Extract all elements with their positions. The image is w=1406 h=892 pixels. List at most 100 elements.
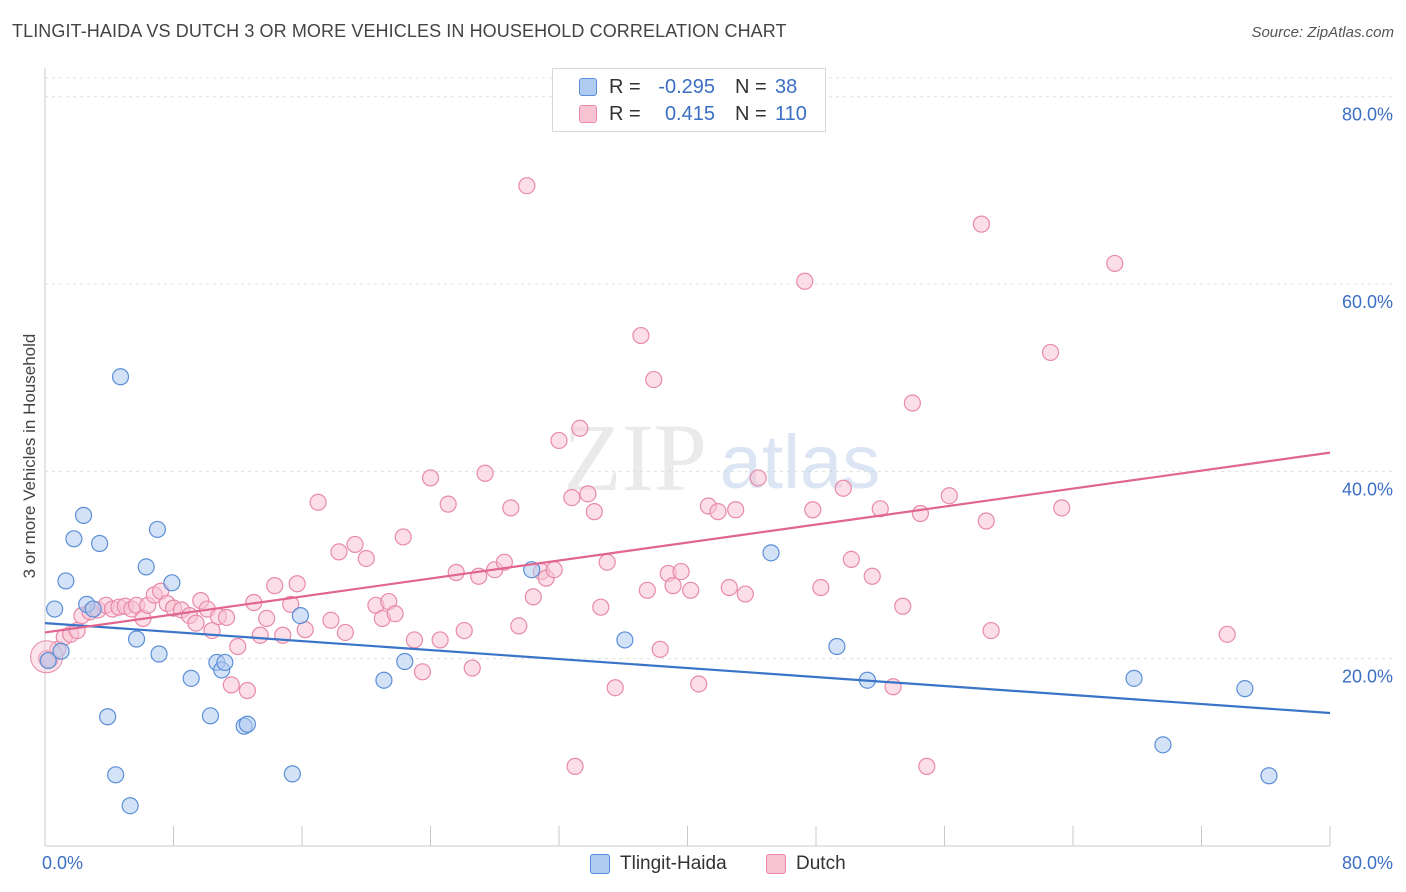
x-tick-label: 80.0% xyxy=(1342,853,1393,873)
dutch-point xyxy=(222,676,240,694)
y-tick-label: 40.0% xyxy=(1342,479,1393,499)
tlingit-haida-point xyxy=(828,637,846,656)
tlingit-haida-point xyxy=(121,797,139,815)
y-tick-label: 60.0% xyxy=(1342,292,1393,312)
dutch-point xyxy=(903,394,921,412)
dutch-point xyxy=(1053,499,1071,517)
stats-legend: R = -0.295 N = 38 R = 0.415 N = 110 xyxy=(552,68,826,132)
dutch-point xyxy=(871,500,889,518)
dutch-point xyxy=(918,757,936,775)
dutch-point xyxy=(690,675,708,693)
dutch-point xyxy=(736,585,754,603)
tlingit-haida-point xyxy=(111,368,130,386)
dutch-point xyxy=(638,581,656,599)
trend-line-tlingit-haida xyxy=(44,621,1331,715)
dutch-point xyxy=(749,469,767,487)
dutch-point xyxy=(330,543,348,561)
dutch-point xyxy=(238,681,256,700)
dutch-point xyxy=(682,581,700,599)
dutch-point xyxy=(1218,625,1236,643)
tlingit-haida-point xyxy=(150,645,168,663)
chart-title: TLINGIT-HAIDA VS DUTCH 3 OR MORE VEHICLE… xyxy=(12,21,787,41)
dutch-point xyxy=(632,326,650,345)
dutch-point xyxy=(518,177,536,195)
dutch-point xyxy=(804,501,822,519)
dutch-point xyxy=(894,597,912,615)
tlingit-haida-point xyxy=(57,572,75,590)
dutch-point xyxy=(405,631,424,649)
dutch-point xyxy=(524,588,542,606)
legend-item-dutch[interactable]: Dutch xyxy=(766,853,846,875)
dutch-point xyxy=(251,626,269,644)
dutch-point xyxy=(598,553,616,571)
tlingit-haida-point xyxy=(1260,767,1278,785)
tick-labels: 20.0% 40.0% 60.0% 80.0% 0.0% 80.0% xyxy=(42,105,1393,873)
tlingit-haida-point xyxy=(91,534,109,553)
dutch-point xyxy=(645,370,663,389)
dutch-point xyxy=(386,605,404,623)
tlingit-haida-point xyxy=(396,652,414,671)
dutch-point xyxy=(447,563,465,582)
legend-row-tlingit-haida: R = -0.295 N = 38 xyxy=(579,74,797,100)
dutch-point xyxy=(322,611,340,629)
source-label: Source: ZipAtlas.com xyxy=(1251,24,1394,41)
dutch-series xyxy=(30,177,1236,775)
dutch-point xyxy=(651,640,669,658)
tlingit-haida-point xyxy=(375,671,393,689)
dutch-point xyxy=(566,757,584,775)
dutch-point xyxy=(545,561,563,579)
tlingit-haida-point xyxy=(127,630,146,648)
tlingit-haida-point xyxy=(1125,669,1143,687)
n-value: 110 xyxy=(775,102,807,125)
dutch-point xyxy=(495,553,513,571)
r-label: R = xyxy=(609,102,641,125)
dutch-point xyxy=(502,499,520,517)
dutch-point xyxy=(592,598,610,616)
dutch-point xyxy=(796,272,814,290)
tlingit-haida-point xyxy=(137,558,155,576)
y-tick-label: 20.0% xyxy=(1342,667,1393,687)
dutch-point xyxy=(550,431,568,450)
n-label: N = xyxy=(735,102,767,125)
tlingit-haida-point xyxy=(762,544,780,562)
dutch-point xyxy=(288,575,306,593)
trend-lines xyxy=(44,451,1331,715)
dutch-point xyxy=(842,550,860,569)
tlingit-haida-swatch xyxy=(579,78,597,96)
dutch-point xyxy=(309,493,327,511)
dutch-point xyxy=(463,659,481,677)
dutch-point xyxy=(455,621,473,640)
dutch-point xyxy=(727,501,745,519)
tlingit-haida-point xyxy=(1236,680,1254,698)
trend-line-dutch xyxy=(44,451,1331,634)
n-label: N = xyxy=(735,75,767,98)
tlingit-haida-point xyxy=(46,600,64,618)
r-value: 0.415 xyxy=(664,102,715,125)
gridlines xyxy=(45,77,1392,660)
dutch-point xyxy=(664,577,682,595)
dutch-point xyxy=(187,614,205,632)
dutch-point xyxy=(258,609,276,628)
dutch-point xyxy=(346,535,364,554)
dutch-swatch xyxy=(579,105,597,123)
tlingit-haida-point xyxy=(84,600,102,618)
dutch-point xyxy=(812,578,830,597)
dutch-point xyxy=(911,504,930,523)
tlingit-haida-point xyxy=(291,606,309,625)
tlingit-haida-point xyxy=(39,651,57,670)
tlingit-haida-series xyxy=(39,368,1278,815)
tlingit-haida-point xyxy=(201,707,220,725)
dutch-point xyxy=(977,512,995,530)
dutch-point xyxy=(585,503,603,521)
tlingit-haida-point xyxy=(107,766,125,784)
dutch-point xyxy=(571,419,589,437)
x-tick-label: 0.0% xyxy=(42,853,83,873)
dutch-point xyxy=(1041,343,1060,362)
legend-item-tlingit-haida[interactable]: Tlingit-Haida xyxy=(590,853,727,875)
tlingit-haida-point xyxy=(616,631,634,649)
dutch-point xyxy=(834,479,852,497)
dutch-point xyxy=(972,215,991,233)
r-value: -0.295 xyxy=(658,75,715,98)
dutch-swatch xyxy=(766,854,786,874)
